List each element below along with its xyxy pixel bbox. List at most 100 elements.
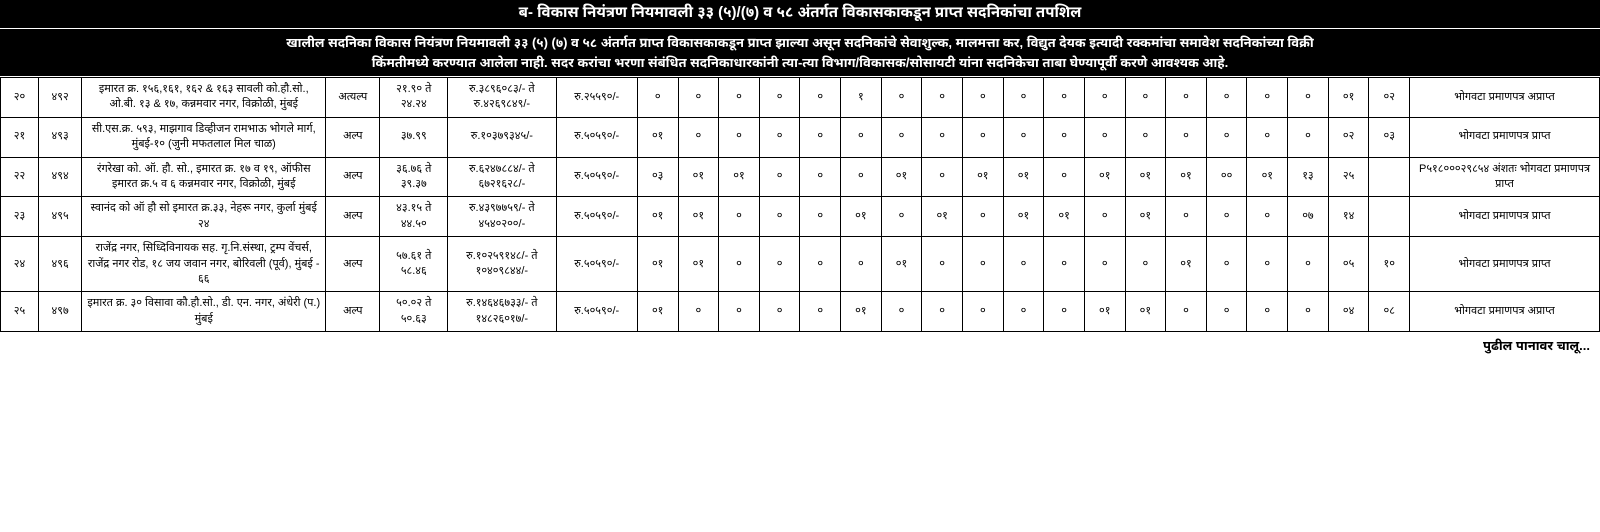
cell: रु.१०२५९१४८/- ते १०४०९८४४/- [448, 237, 556, 292]
cell: २५ [1328, 157, 1369, 197]
cell: ० [922, 117, 963, 157]
cell: राजेंद्र नगर, सिध्दिविनायक सह. गृ.नि.संस… [82, 237, 326, 292]
cell: ० [922, 237, 963, 292]
cell: ० [922, 157, 963, 197]
cell: ० [1206, 292, 1247, 332]
table-row: २५४९७इमारत क्र. ३० विसावा कौ.हौ.सो., डी.… [1, 292, 1600, 332]
cell: ० [1125, 117, 1166, 157]
continued-note: पुढील पानावर चालू... [0, 332, 1600, 360]
cell: ०१ [1125, 292, 1166, 332]
cell: भोगवटा प्रमाणपत्र अप्राप्त [1410, 292, 1600, 332]
cell: ० [1003, 237, 1044, 292]
cell: ० [1044, 292, 1085, 332]
cell: भोगवटा प्रमाणपत्र प्राप्त [1410, 237, 1600, 292]
cell: ० [800, 157, 841, 197]
cell: ० [1288, 237, 1329, 292]
cell: ० [1166, 197, 1207, 237]
cell: ०१ [719, 157, 760, 197]
cell: ०१ [637, 197, 678, 237]
cell: ०१ [1166, 237, 1207, 292]
cell: ०१ [637, 117, 678, 157]
cell: ० [1084, 197, 1125, 237]
cell: ०१ [1125, 197, 1166, 237]
cell: ०४ [1328, 292, 1369, 332]
cell: रु.५०५९०/- [556, 197, 637, 237]
cell: ० [1044, 157, 1085, 197]
cell: भोगवटा प्रमाणपत्र प्राप्त [1410, 117, 1600, 157]
cell: ० [719, 78, 760, 118]
cell: ० [759, 157, 800, 197]
cell: ० [1206, 117, 1247, 157]
cell: ४९३ [38, 117, 81, 157]
cell: ३६.७६ ते ३९.३७ [380, 157, 448, 197]
cell: २४ [1, 237, 39, 292]
cell: ० [1044, 117, 1085, 157]
cell: P५१८०००२९८५४ अंशतः भोगवटा प्रमाणपत्र प्र… [1410, 157, 1600, 197]
cell: अल्प [326, 292, 380, 332]
cell: ० [800, 197, 841, 237]
cell: ० [719, 117, 760, 157]
cell: २२ [1, 157, 39, 197]
cell: रु.१४६४६७३३/- ते १४८२६०१७/- [448, 292, 556, 332]
cell: ० [759, 117, 800, 157]
cell: ०८ [1369, 292, 1410, 332]
cell: अल्प [326, 117, 380, 157]
cell: अल्प [326, 237, 380, 292]
cell: ४९७ [38, 292, 81, 332]
header-title: ब- विकास नियंत्रण नियमावली ३३ (५)/(७) व … [0, 0, 1600, 29]
cell: ० [1288, 117, 1329, 157]
cell: ०१ [637, 292, 678, 332]
cell: ०१ [1125, 157, 1166, 197]
cell: २५ [1, 292, 39, 332]
cell: ० [759, 197, 800, 237]
cell: ०१ [922, 197, 963, 237]
cell: ० [759, 237, 800, 292]
cell: रु.५०५९०/- [556, 292, 637, 332]
cell: २३ [1, 197, 39, 237]
table-row: २२४९४रंगरेखा को. ऑ. हौ. सो., इमारत क्र. … [1, 157, 1600, 197]
cell [1369, 197, 1410, 237]
cell: ०१ [1003, 197, 1044, 237]
cell: ० [881, 78, 922, 118]
cell: ० [962, 117, 1003, 157]
cell: ० [1247, 237, 1288, 292]
cell: रु.३८९६०८३/- ते रु.४२६९८४९/- [448, 78, 556, 118]
cell: रु.५०५९०/- [556, 157, 637, 197]
cell: ० [922, 78, 963, 118]
cell: भोगवटा प्रमाणपत्र प्राप्त [1410, 197, 1600, 237]
cell: ०१ [1003, 157, 1044, 197]
cell: ० [922, 292, 963, 332]
cell: ० [1125, 78, 1166, 118]
cell: १ [841, 78, 882, 118]
table-row: २४४९६राजेंद्र नगर, सिध्दिविनायक सह. गृ.न… [1, 237, 1600, 292]
cell: ०२ [1369, 78, 1410, 118]
cell: ०१ [678, 197, 719, 237]
cell: ० [719, 197, 760, 237]
cell: रु.२५५९०/- [556, 78, 637, 118]
cell: ०२ [1328, 117, 1369, 157]
cell: इमारत क्र. १५६,१६१, १६२ & १६३ सावली को.ह… [82, 78, 326, 118]
cell: ० [962, 292, 1003, 332]
cell: २१.९० ते २४.२४ [380, 78, 448, 118]
cell: रंगरेखा को. ऑ. हौ. सो., इमारत क्र. १७ व … [82, 157, 326, 197]
header-sub-line1: खालील सदनिका विकास नियंत्रण नियमावली ३३ … [8, 33, 1592, 53]
tenement-table: २०४९२इमारत क्र. १५६,१६१, १६२ & १६३ सावली… [0, 77, 1600, 332]
cell: इमारत क्र. ३० विसावा कौ.हौ.सो., डी. एन. … [82, 292, 326, 332]
cell: ४३.१५ ते ४४.५० [380, 197, 448, 237]
cell: ०१ [881, 157, 922, 197]
table-row: २३४९५स्वानंद को ऑ हौ सो इमारत क्र.३३, ने… [1, 197, 1600, 237]
cell: ० [1288, 292, 1329, 332]
cell: भोगवटा प्रमाणपत्र अप्राप्त [1410, 78, 1600, 118]
cell: ० [1166, 78, 1207, 118]
cell: ० [962, 197, 1003, 237]
cell: ०१ [841, 292, 882, 332]
cell: ० [1206, 78, 1247, 118]
cell: ० [678, 78, 719, 118]
cell: अल्प [326, 197, 380, 237]
cell: १४ [1328, 197, 1369, 237]
cell: ० [800, 237, 841, 292]
cell: ३७.९९ [380, 117, 448, 157]
cell: ० [800, 78, 841, 118]
cell [1369, 157, 1410, 197]
cell: ० [962, 78, 1003, 118]
